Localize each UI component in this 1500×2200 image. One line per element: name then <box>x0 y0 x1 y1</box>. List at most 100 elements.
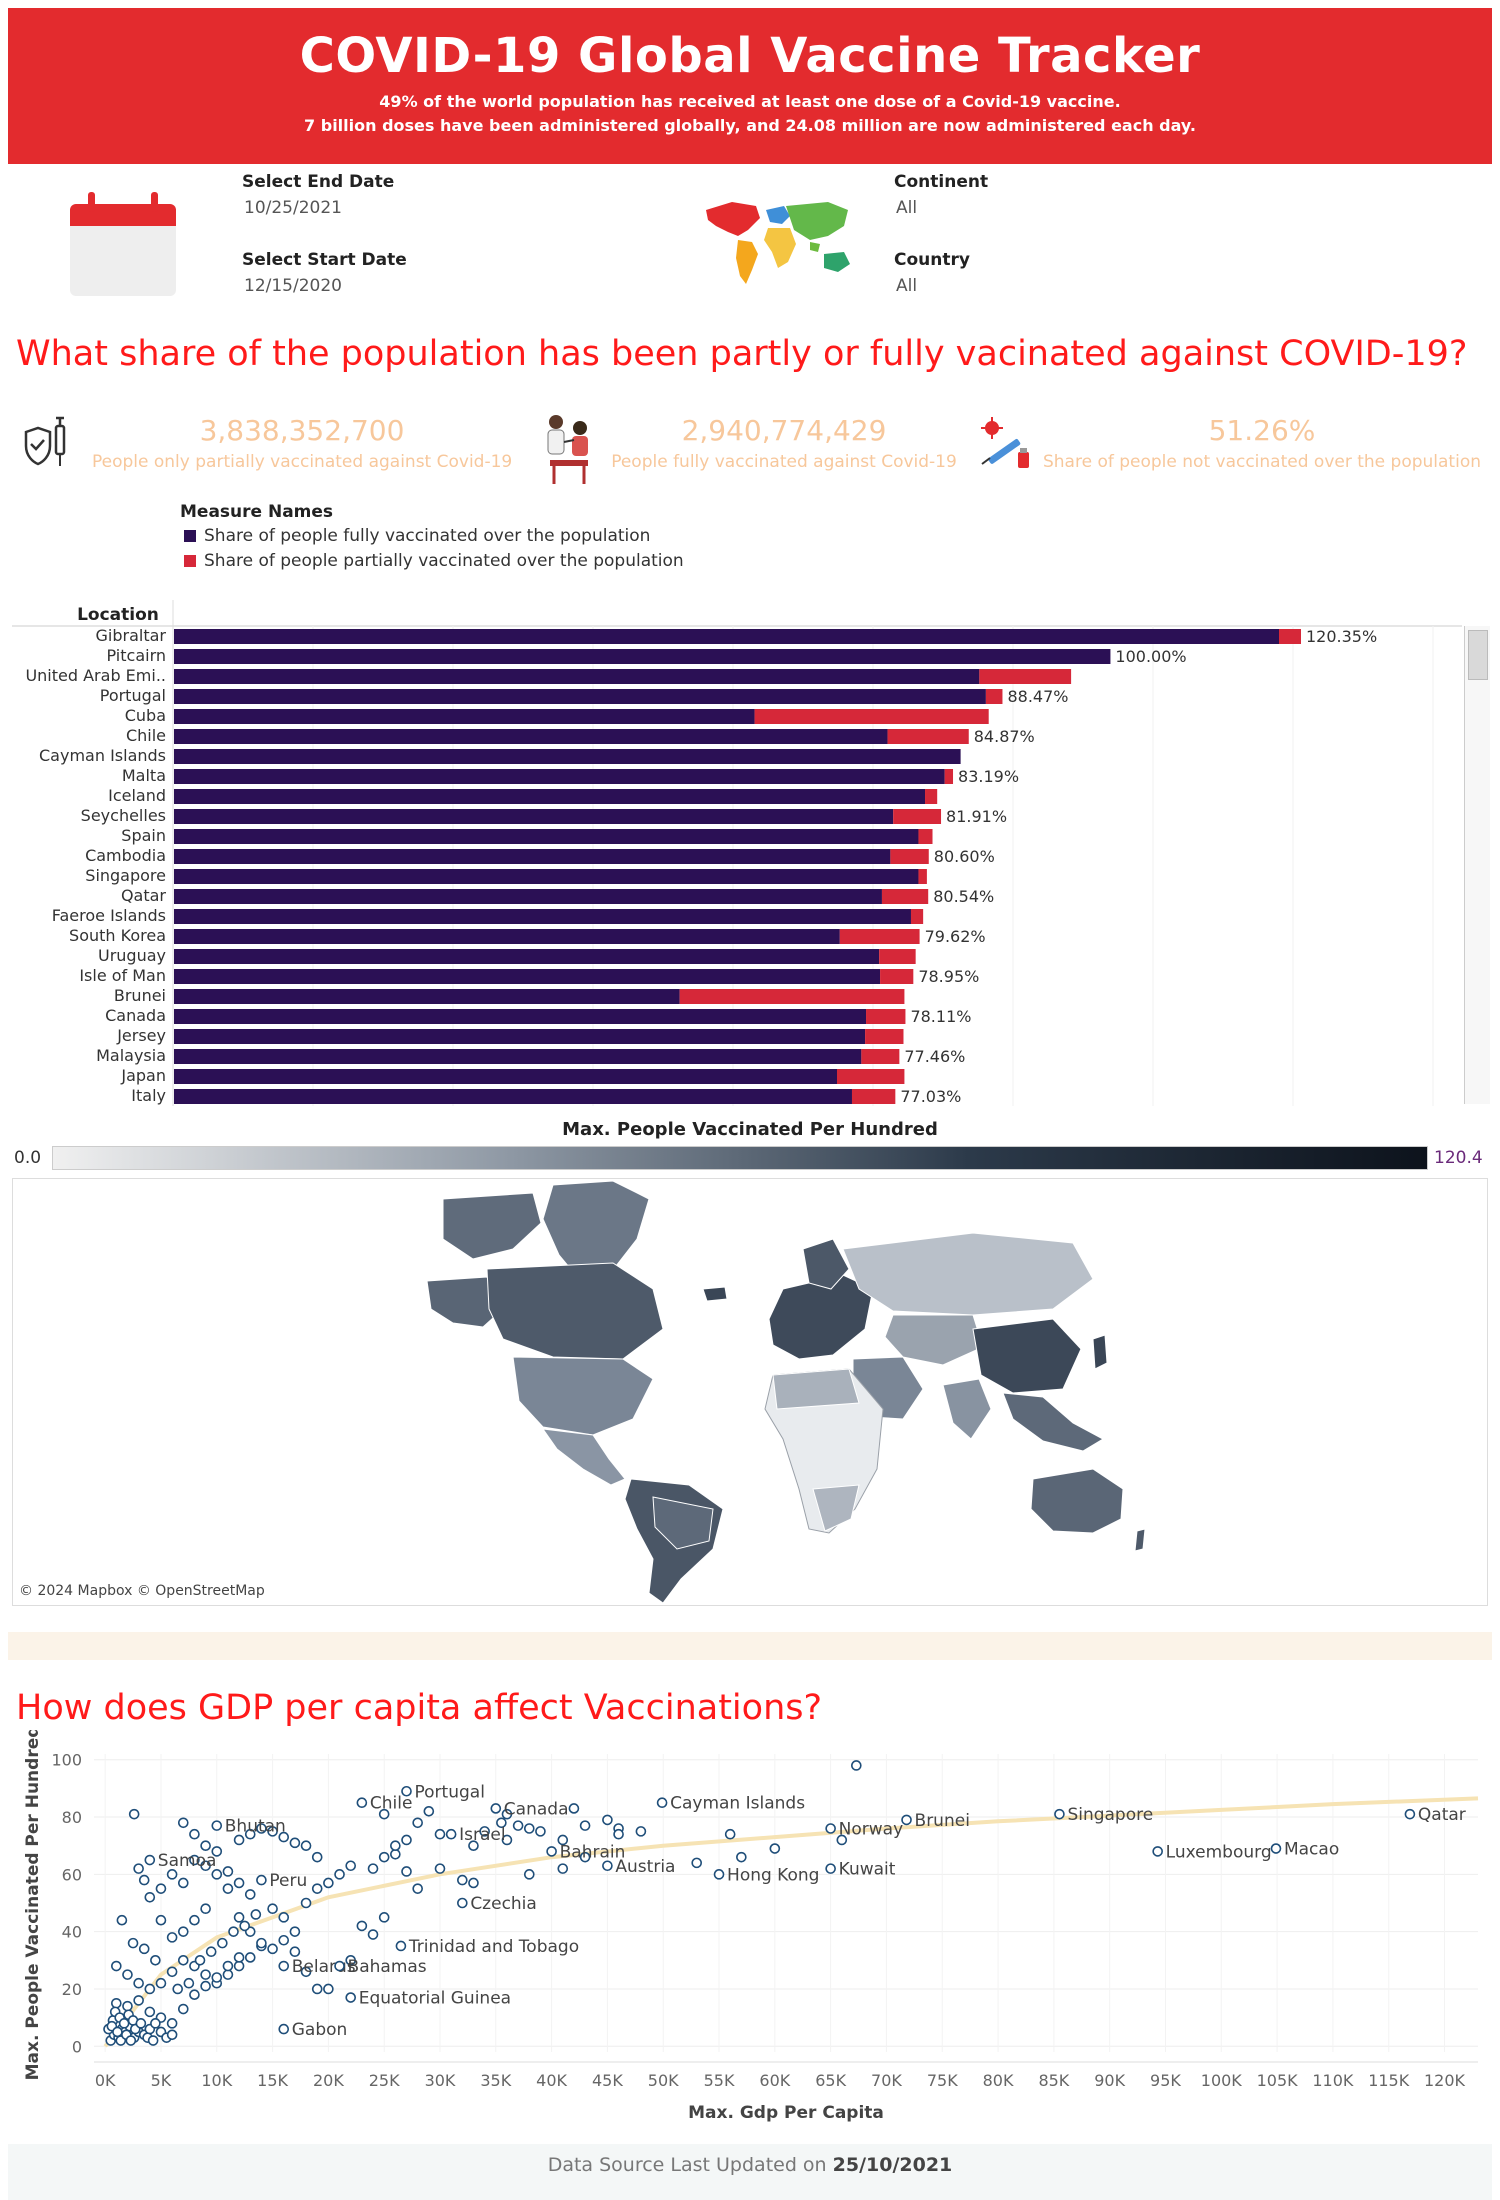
scatter-point <box>579 1851 591 1863</box>
bar-label: Uruguay <box>98 946 166 965</box>
scatter-point <box>244 1889 256 1900</box>
legend-item-fully[interactable]: Share of people fully vaccinated over th… <box>184 526 650 546</box>
scatter-x-tick: 65K <box>815 2071 846 2090</box>
scatter-point <box>211 1820 223 1831</box>
scatter-point <box>256 1937 267 1949</box>
world-map-icon <box>698 196 864 288</box>
scatter-point <box>155 1883 167 1894</box>
bar-chart-scrollbar[interactable] <box>1464 626 1490 1104</box>
bar-data-label: 84.87% <box>974 727 1035 746</box>
scatter-point <box>233 1912 245 1923</box>
scatter-x-tick: 15K <box>257 2071 288 2090</box>
scatter-point <box>401 1866 412 1877</box>
continent-filter[interactable]: All <box>896 198 918 218</box>
scatter-x-tick: 110K <box>1312 2071 1354 2090</box>
scatter-point <box>496 1817 507 1829</box>
legend-title: Measure Names <box>180 502 334 522</box>
scatter-point <box>289 1837 301 1849</box>
scatter-point <box>144 1983 156 1995</box>
region-brazil <box>652 1496 714 1550</box>
scatter-point <box>1152 1846 1163 1857</box>
scatter-point-label: Macao <box>1284 1840 1339 1860</box>
map-legend-max: 120.4 <box>1434 1148 1483 1168</box>
scatter-point <box>189 1854 200 1866</box>
scatter-point <box>205 1946 217 1958</box>
bar-fully <box>174 829 919 844</box>
kpi-unvaccinated-value: 51.26% <box>1208 414 1316 447</box>
scatter-point <box>211 1972 223 1983</box>
scatter-point <box>568 1803 580 1814</box>
legend-item-partially[interactable]: Share of people partially vaccinated ove… <box>184 551 684 571</box>
scatter-point-label: Trinidad and Tobago <box>408 1937 579 1957</box>
scrollbar-thumb[interactable] <box>1468 630 1488 680</box>
scatter-point <box>367 1929 379 1940</box>
scatter-point <box>222 1969 234 1980</box>
scatter-x-tick: 85K <box>1038 2071 1069 2090</box>
bar-data-label: 120.35% <box>1306 627 1377 646</box>
bar-partially <box>887 729 969 744</box>
scatter-point <box>635 1826 647 1837</box>
scatter-point <box>177 1926 189 1937</box>
scatter-point <box>278 2023 290 2035</box>
bar-label: Malaysia <box>96 1046 166 1065</box>
scatter-point-label: Bhutan <box>225 1817 286 1837</box>
map-attribution[interactable]: © 2024 Mapbox © OpenStreetMap <box>19 1583 265 1599</box>
region-iceland <box>702 1286 728 1302</box>
country-filter[interactable]: All <box>896 276 918 296</box>
end-date-value[interactable]: 10/25/2021 <box>244 198 342 218</box>
bar-fully <box>174 989 680 1004</box>
scatter-point <box>217 1937 228 1949</box>
scatter-point <box>390 1840 401 1851</box>
scatter-point <box>468 1840 479 1851</box>
scatter-point <box>434 1863 446 1874</box>
start-date-value[interactable]: 12/15/2020 <box>244 276 342 296</box>
scatter-point-label: Bahamas <box>348 1957 427 1977</box>
scatter-point <box>239 1920 250 1932</box>
scatter-x-tick: 40K <box>536 2071 567 2090</box>
choropleth-map[interactable] <box>13 1179 1489 1607</box>
scatter-point <box>401 1834 412 1846</box>
bar-label: Qatar <box>121 886 166 905</box>
scatter-point <box>211 1869 223 1880</box>
scatter-point <box>125 2035 137 2046</box>
kpi-full-value: 2,940,774,429 <box>681 414 887 447</box>
scatter-point <box>523 1823 535 1834</box>
bar-data-label: 81.91% <box>946 807 1007 826</box>
bar-label: Seychelles <box>81 806 166 825</box>
kpi-full-label: People fully vaccinated against Covid-19 <box>611 452 957 472</box>
region-india <box>942 1378 992 1440</box>
scatter-point <box>300 1966 312 1978</box>
scatter-y-tick: 20 <box>62 1980 82 1999</box>
scatter-point-label: Samoa <box>158 1851 217 1871</box>
bar-fully <box>174 1029 866 1044</box>
scatter-point <box>144 1891 156 1903</box>
scatter-point-label: Qatar <box>1418 1805 1466 1825</box>
bar-data-label: 88.47% <box>1007 687 1068 706</box>
world-vaccination-map[interactable]: © 2024 Mapbox © OpenStreetMap <box>12 1178 1488 1606</box>
bar-partially <box>880 969 914 984</box>
bar-label: Singapore <box>85 866 166 885</box>
bar-data-label: 78.11% <box>910 1007 971 1026</box>
scatter-point <box>825 1823 836 1834</box>
scatter-point-label: Equatorial Guinea <box>359 1989 511 2009</box>
shield-syringe-icon <box>22 416 70 468</box>
region-japan <box>1092 1334 1108 1370</box>
scatter-point <box>901 1814 912 1826</box>
region-scandinavia <box>802 1238 850 1290</box>
scatter-point <box>138 1943 150 1955</box>
bar-fully <box>174 909 911 924</box>
scatter-point <box>166 1966 178 1978</box>
scatter-x-tick: 80K <box>983 2071 1014 2090</box>
scatter-point <box>1054 1808 1065 1820</box>
bar-partially <box>754 709 989 724</box>
region-canada-islands <box>442 1192 542 1260</box>
scatter-point <box>345 1992 357 2003</box>
bar-data-label: 79.62% <box>925 927 986 946</box>
country-label: Country <box>894 250 970 270</box>
bar-fully <box>174 729 888 744</box>
scatter-trend-line <box>103 1796 1479 2048</box>
scatter-point <box>250 1909 262 1920</box>
scatter-point <box>546 1846 557 1857</box>
bar-data-label: 80.60% <box>934 847 995 866</box>
bar-partially <box>918 829 933 844</box>
